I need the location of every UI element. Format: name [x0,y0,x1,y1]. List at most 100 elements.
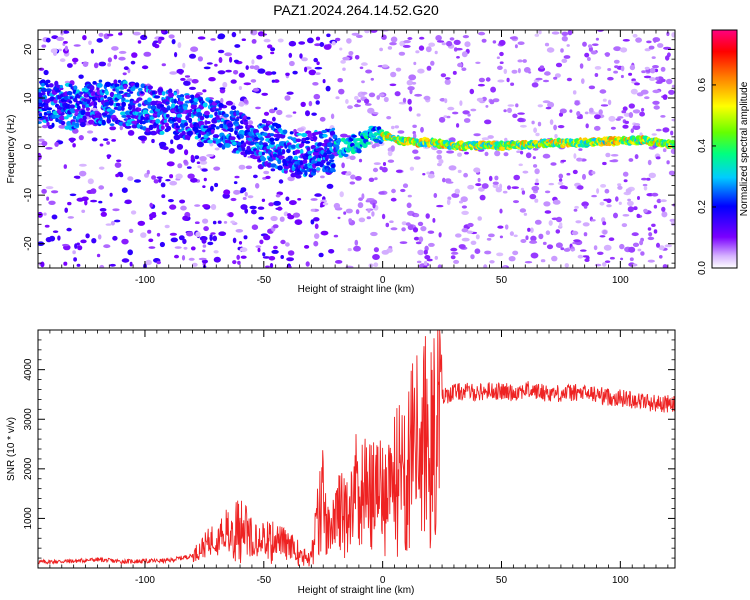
heatmap-cell [45,186,54,190]
colorbar-tick-label: 0.0 [697,261,708,275]
heatmap-cell [664,244,672,248]
heatmap-cell [277,206,283,211]
heatmap-cell [485,105,489,108]
heatmap-cell [326,183,334,189]
heatmap-cell [390,227,398,231]
y-tick-label: 20 [23,43,34,55]
heatmap-cell [161,211,167,215]
heatmap-cell [534,198,539,203]
heatmap-cell [318,252,324,258]
heatmap-cell [139,119,143,125]
heatmap-cell [156,232,161,237]
heatmap-cell [451,193,460,198]
heatmap-cell [412,227,419,233]
heatmap-cell [250,79,257,83]
heatmap-cell [250,141,255,145]
heatmap-cell [531,120,535,125]
heatmap-cell [628,112,634,118]
heatmap-cell [234,44,241,48]
heatmap-cell [262,252,266,257]
heatmap-cell [594,66,602,70]
x-tick-label: 100 [612,575,629,586]
heatmap-cell [330,113,335,120]
heatmap-cell [454,188,460,195]
heatmap-cell [149,116,155,120]
heatmap-cell [266,145,271,150]
heatmap-cell [512,250,519,256]
heatmap-cell [83,98,88,102]
heatmap-cell [530,227,534,233]
heatmap-cell [140,34,148,41]
heatmap-cell [131,52,138,58]
heatmap-cell [367,107,375,114]
spectrogram-ylabel: Frequency (Hz) [6,115,17,184]
heatmap-cell [523,212,528,216]
heatmap-cell [458,200,464,204]
heatmap-cell [251,224,259,230]
heatmap-cell [280,239,286,245]
heatmap-cell [459,100,463,106]
y-tick-label: 2000 [23,457,34,480]
heatmap-cell [566,44,570,47]
heatmap-cell [265,71,273,76]
heatmap-cell [87,178,94,185]
heatmap-cell [233,181,238,185]
heatmap-cell [325,85,331,92]
heatmap-cell [286,148,291,154]
heatmap-cell [609,256,615,260]
heatmap-cell [533,127,537,133]
heatmap-cell [206,121,211,124]
heatmap-cell [553,124,557,131]
heatmap-cell [277,158,282,165]
heatmap-cell [567,30,573,36]
heatmap-cell [653,229,658,234]
heatmap-cell [591,194,597,198]
heatmap-cell [386,116,392,120]
heatmap-cell [265,175,271,180]
heatmap-cell [287,136,293,140]
heatmap-cell [534,33,540,37]
heatmap-cell [602,229,608,235]
heatmap-cell [469,88,475,95]
heatmap-cell [381,250,390,255]
heatmap-cell [91,91,96,96]
heatmap-cell [128,228,134,233]
heatmap-cell [63,164,67,169]
heatmap-cell [511,186,519,190]
heatmap-cell [656,242,660,248]
heatmap-cell [131,124,138,129]
heatmap-cell [188,257,195,261]
heatmap-cell [610,126,616,130]
heatmap-cell [547,101,555,108]
heatmap-cell [105,223,112,226]
heatmap-cell [46,196,50,201]
heatmap-cell [474,248,481,254]
heatmap-cell [63,261,68,266]
heatmap-cell [240,204,248,210]
heatmap-cell [151,138,155,144]
heatmap-cell [273,200,281,206]
heatmap-cell [613,59,620,64]
heatmap-cell [171,99,175,104]
heatmap-cell [262,125,269,132]
heatmap-cell [73,44,81,47]
heatmap-cell [223,221,228,224]
heatmap-cell [179,96,185,102]
heatmap-cell [72,143,76,148]
heatmap-cell [217,220,222,224]
heatmap-cell [91,137,98,142]
heatmap-cell [345,99,349,104]
heatmap-cell [243,82,252,86]
heatmap-cell [256,145,261,151]
heatmap-cell [574,100,580,106]
heatmap-cell [497,65,503,71]
heatmap-cell [91,238,97,244]
heatmap-cell [72,128,79,134]
heatmap-cell [190,104,197,110]
heatmap-cell [603,244,612,251]
heatmap-cell [58,124,66,129]
heatmap-cell [313,217,320,222]
heatmap-cell [492,183,499,189]
heatmap-cell [184,122,189,127]
heatmap-cell [446,150,455,154]
